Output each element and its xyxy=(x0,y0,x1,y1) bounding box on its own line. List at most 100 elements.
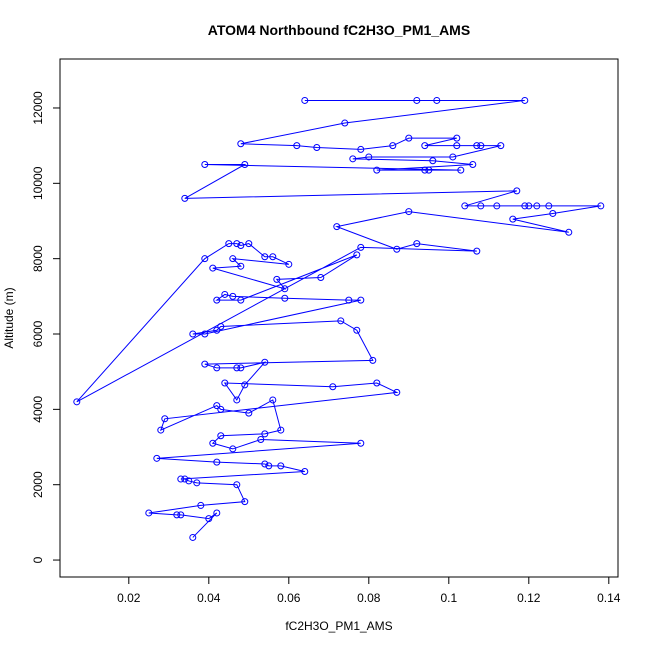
data-point xyxy=(473,247,481,255)
data-point xyxy=(421,142,429,150)
chart-title: ATOM4 Northbound fC2H3O_PM1_AMS xyxy=(208,22,470,38)
data-point xyxy=(357,243,365,251)
data-point xyxy=(565,228,573,236)
data-point xyxy=(421,166,429,174)
data-point xyxy=(161,415,169,423)
data-point xyxy=(213,509,221,517)
data-point xyxy=(181,194,189,202)
data-point xyxy=(357,439,365,447)
x-tick-label: 0.08 xyxy=(357,591,381,605)
data-point xyxy=(433,96,441,104)
data-point xyxy=(157,426,165,434)
y-tick-label: 12000 xyxy=(31,91,45,125)
y-tick-label: 2000 xyxy=(31,471,45,498)
data-point xyxy=(153,454,161,462)
data-point xyxy=(205,515,213,523)
data-point xyxy=(285,260,293,268)
data-point xyxy=(237,296,245,304)
data-point xyxy=(229,292,237,300)
data-point xyxy=(209,264,217,272)
data-point xyxy=(457,166,465,174)
data-point xyxy=(373,166,381,174)
data-point xyxy=(265,462,273,470)
x-tick-label: 0.14 xyxy=(597,591,621,605)
data-point xyxy=(521,202,529,210)
data-point xyxy=(241,381,249,389)
data-point xyxy=(533,202,541,210)
data-point xyxy=(145,509,153,517)
y-tick-label: 0 xyxy=(31,556,45,563)
data-point xyxy=(373,379,381,387)
data-point xyxy=(349,155,357,163)
data-point xyxy=(469,160,477,168)
data-point xyxy=(337,317,345,325)
data-point xyxy=(413,96,421,104)
data-point xyxy=(369,356,377,364)
data-point xyxy=(201,330,209,338)
data-point xyxy=(497,142,505,150)
data-line xyxy=(76,99,601,538)
data-point xyxy=(229,445,237,453)
data-point xyxy=(357,296,365,304)
data-point xyxy=(405,208,413,216)
data-point xyxy=(201,360,209,368)
data-point xyxy=(341,119,349,127)
data-point xyxy=(329,383,337,391)
data-point xyxy=(301,96,309,104)
data-point xyxy=(241,498,249,506)
data-point xyxy=(189,330,197,338)
data-point xyxy=(277,426,285,434)
data-point xyxy=(453,134,461,142)
data-point xyxy=(185,477,193,485)
data-point xyxy=(277,462,285,470)
data-point xyxy=(549,209,557,217)
data-point xyxy=(281,294,289,302)
x-axis-label: fC2H3O_PM1_AMS xyxy=(285,619,392,633)
data-point xyxy=(261,430,269,438)
data-point xyxy=(209,439,217,447)
x-tick-label: 0.06 xyxy=(277,591,301,605)
data-point xyxy=(233,240,241,248)
x-tick-label: 0.04 xyxy=(197,591,221,605)
data-point xyxy=(293,142,301,150)
data-point xyxy=(213,458,221,466)
data-point xyxy=(221,379,229,387)
data-point xyxy=(525,202,533,210)
data-point xyxy=(217,405,225,413)
data-point xyxy=(257,435,265,443)
data-point xyxy=(237,241,245,249)
data-point xyxy=(261,253,269,261)
data-point xyxy=(213,326,221,334)
data-point xyxy=(213,296,221,304)
data-point xyxy=(177,511,185,519)
data-point xyxy=(393,388,401,396)
data-point xyxy=(269,253,277,261)
data-point xyxy=(177,475,185,483)
data-point xyxy=(357,145,365,153)
data-point xyxy=(233,396,241,404)
y-tick-label: 8000 xyxy=(31,245,45,272)
data-point xyxy=(473,142,481,150)
data-point xyxy=(413,240,421,248)
data-point xyxy=(313,144,321,152)
data-point xyxy=(393,245,401,253)
y-axis-label: Altitude (m) xyxy=(2,287,16,348)
data-point xyxy=(389,142,397,150)
data-point xyxy=(245,409,253,417)
y-tick-label: 4000 xyxy=(31,396,45,423)
data-point xyxy=(233,481,241,489)
data-point xyxy=(509,215,517,223)
data-point xyxy=(493,202,501,210)
data-point xyxy=(217,322,225,330)
data-point xyxy=(545,202,553,210)
data-point xyxy=(73,398,81,406)
data-point xyxy=(229,255,237,263)
plot-frame xyxy=(59,58,619,578)
data-point xyxy=(269,396,277,404)
data-point xyxy=(237,364,245,372)
data-point xyxy=(237,262,245,270)
data-point xyxy=(201,255,209,263)
data-point xyxy=(201,160,209,168)
